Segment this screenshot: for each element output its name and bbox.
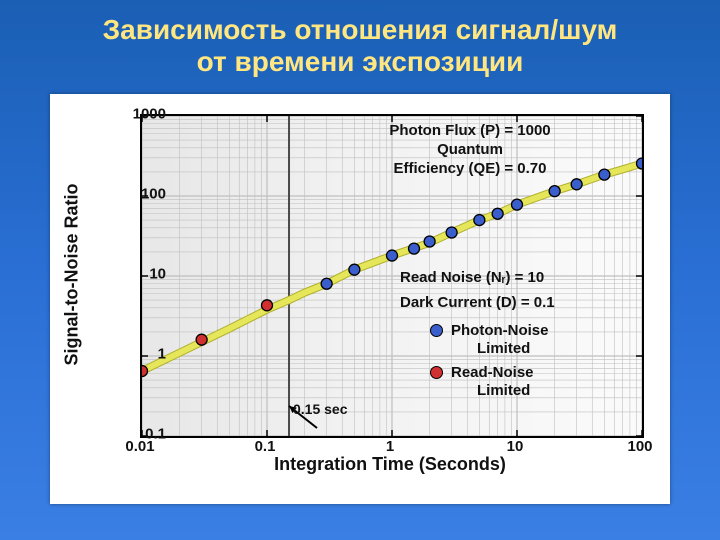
title-line-2: от времени экспозиции: [197, 46, 524, 77]
xtick-10: 10: [507, 438, 524, 455]
legend-photon: Photon-Noise: [430, 322, 549, 339]
xtick-1: 1: [386, 438, 394, 455]
anno-top-1: Photon Flux (P) = 1000: [389, 122, 550, 139]
figure-panel: Signal-to-Noise Ratio 1000 100 10 1 0.1 …: [50, 94, 670, 504]
anno-top-3: Efficiency (QE) = 0.70: [394, 160, 547, 177]
legend-photon-marker: [430, 324, 443, 337]
y-axis-label: Signal-to-Noise Ratio: [62, 94, 82, 454]
legend-photon-l1: Photon-Noise: [451, 322, 549, 339]
ytick-1: 1: [116, 346, 166, 363]
y-axis-label-text: Signal-to-Noise Ratio: [62, 183, 83, 365]
legend-read-marker: [430, 366, 443, 379]
legend-read: Read-Noise: [430, 364, 534, 381]
ytick-10: 10: [116, 266, 166, 283]
legend-read-l2: Limited: [477, 382, 530, 399]
xtick-0p1: 0.1: [255, 438, 276, 455]
divider-label: 0.15 sec: [293, 401, 348, 417]
annotation-read-noise: Read Noise (Nᵣ) = 10: [400, 269, 544, 286]
slide-title: Зависимость отношения сигнал/шум от врем…: [0, 0, 720, 84]
x-axis-label: Integration Time (Seconds): [140, 454, 640, 475]
anno-top-2: Quantum: [437, 141, 503, 158]
ytick-100: 100: [116, 186, 166, 203]
legend-photon-l2: Limited: [477, 340, 530, 357]
annotation-dark-current: Dark Current (D) = 0.1: [400, 294, 555, 311]
ytick-1000: 1000: [116, 106, 166, 123]
xtick-100: 100: [627, 438, 652, 455]
annotation-top: Photon Flux (P) = 1000 Quantum Efficienc…: [340, 122, 600, 178]
xtick-0p01: 0.01: [125, 438, 154, 455]
legend-read-l1: Read-Noise: [451, 364, 534, 381]
title-line-1: Зависимость отношения сигнал/шум: [103, 14, 618, 45]
